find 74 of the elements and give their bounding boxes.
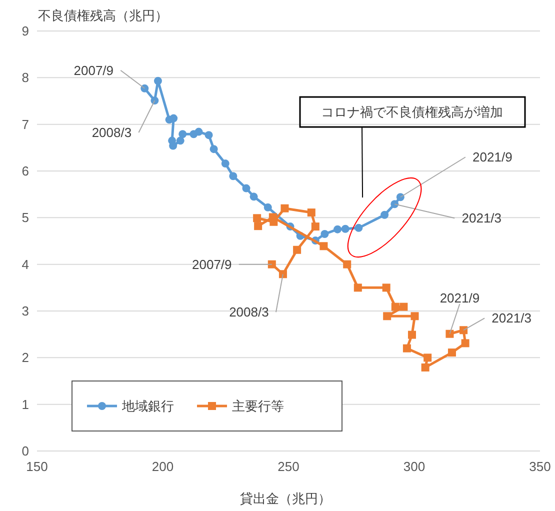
point [278,270,287,278]
x-tick-label: 200 [152,459,174,474]
point [341,224,350,233]
point [400,302,408,311]
y-tick-label: 5 [22,210,29,226]
point [311,222,320,231]
point [320,242,328,250]
annotation: 2007/9 [74,62,114,78]
point [221,160,230,168]
point [448,348,456,357]
y-tick-label: 3 [22,304,29,319]
point [154,76,162,85]
point [140,84,149,92]
point [334,225,342,234]
x-tick-label: 350 [529,459,551,474]
y-tick-label: 8 [22,70,29,86]
point [408,330,416,339]
y-tick-label: 4 [22,256,29,272]
point [380,210,389,219]
point [421,363,430,372]
point [169,142,178,150]
point [383,312,392,320]
point [402,344,411,352]
y-tick-label: 9 [22,24,29,39]
point [424,354,432,362]
point [229,172,238,180]
x-tick-label: 150 [26,459,48,474]
annotation: 2021/3 [492,310,532,326]
point [460,326,468,334]
point [254,222,262,230]
annotation: 2008/3 [229,304,269,320]
point [396,193,404,202]
annotation: 2007/9 [192,256,232,272]
x-tick-label: 300 [403,459,426,474]
point [391,302,400,311]
point [204,131,213,140]
point [390,200,399,208]
point [343,260,352,268]
annotation: 2008/3 [92,125,132,140]
annotation: 2021/9 [472,150,512,165]
point [264,203,272,212]
point [170,114,178,122]
y-axis-title: 不良債権残高（兆円） [38,8,168,23]
point [320,230,329,238]
annotation: コロナ禍で不良債権残高が増加 [321,104,503,120]
x-tick-label: 250 [278,459,300,474]
y-tick-label: 0 [22,444,29,459]
point [410,312,419,320]
point [354,224,363,232]
legend-label: 主要行等 [232,398,284,414]
point [250,192,258,201]
y-tick-label: 1 [22,396,29,412]
annotation: 2021/9 [440,290,480,306]
point [268,260,276,268]
legend-label: 地域銀行 [121,398,174,414]
point [178,130,187,138]
point [446,330,454,338]
y-tick-label: 7 [22,116,29,132]
y-tick-label: 2 [22,350,29,366]
annotation: 2021/3 [462,210,502,226]
point [293,246,302,254]
point [253,214,262,222]
y-tick-label: 6 [22,164,29,179]
point [382,284,390,292]
point [194,128,203,136]
point [461,339,470,348]
point [210,145,218,154]
point [354,284,362,292]
point [176,136,184,145]
point [307,208,316,217]
x-axis-title: 貸出金（兆円） [240,491,331,506]
point [150,96,159,105]
point [280,204,289,212]
point [242,184,250,192]
